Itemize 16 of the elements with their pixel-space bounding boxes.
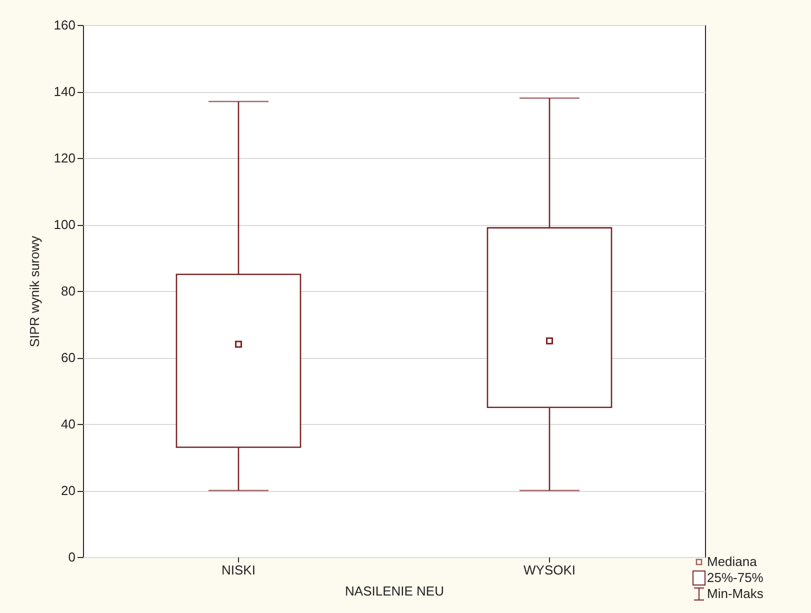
text: Mediana [707, 554, 758, 569]
text: Min-Maks [707, 586, 764, 601]
y-tick-label: 0 [68, 550, 76, 564]
y-tick-label: 160 [54, 18, 76, 32]
y-tick-label: 140 [54, 84, 76, 99]
x-tick-label: NISKI [222, 562, 256, 578]
y-tick-label: 60 [61, 350, 76, 365]
y-tick-label: 80 [61, 284, 76, 298]
text: 25%-75% [707, 570, 764, 585]
x-tick-label: WYSOKI [523, 562, 576, 578]
y-tick-label: 100 [54, 217, 76, 232]
y-tick-label: 20 [61, 483, 76, 498]
y-tick-label: 120 [54, 150, 76, 166]
x-axis-title: NASILENIE NEU [345, 584, 444, 598]
y-axis-title: SIPR wynik surowy [26, 235, 42, 348]
y-tick-label: 40 [61, 416, 76, 432]
